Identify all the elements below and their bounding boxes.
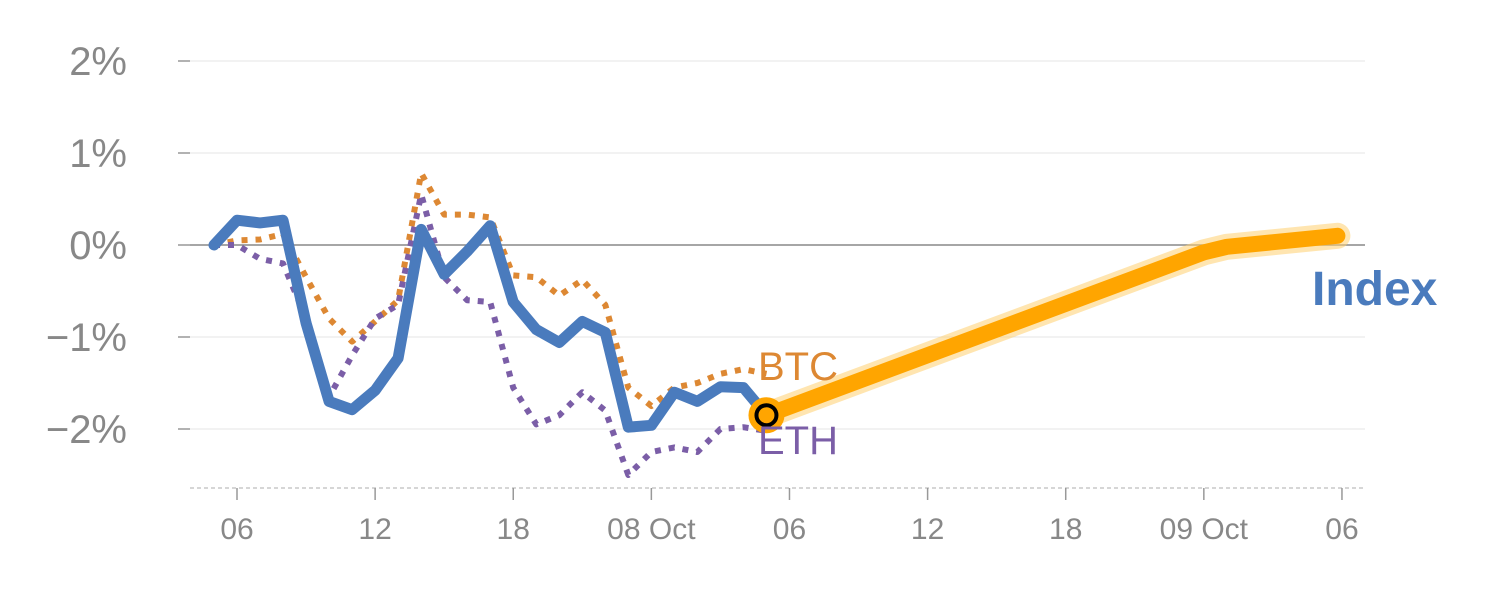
y-axis: 2% 1% 0% −1% −2% — [46, 40, 127, 452]
y-tick-label: 2% — [69, 40, 127, 84]
index-line — [208, 214, 772, 433]
current-value-marker — [748, 397, 785, 434]
eth-line — [214, 191, 767, 478]
x-axis: 06 12 18 08 Oct 06 12 18 09 Oct 06 — [190, 487, 1365, 546]
x-tick-label: 08 Oct — [607, 513, 696, 546]
projection-band — [758, 227, 1346, 424]
series-labels: BTC ETH Index — [758, 263, 1438, 463]
eth-label: ETH — [758, 419, 838, 463]
y-tick-label: −1% — [46, 316, 127, 360]
x-tick-label: 06 — [773, 513, 806, 546]
btc-label: BTC — [758, 345, 838, 389]
x-tick-label: 18 — [497, 513, 530, 546]
x-tick-label: 06 — [220, 513, 253, 546]
x-tick-label: 09 Oct — [1160, 513, 1249, 546]
y-tick-label: 1% — [69, 132, 127, 176]
x-tick-label: 06 — [1325, 513, 1358, 546]
series-layer — [208, 170, 1351, 478]
x-tick-label: 12 — [911, 513, 944, 546]
x-tick-label: 18 — [1049, 513, 1082, 546]
y-tick-label: 0% — [69, 224, 127, 268]
current-value-marker-ring — [754, 403, 779, 428]
x-tick-label: 12 — [358, 513, 391, 546]
y-tick-label: −2% — [46, 408, 127, 452]
grid — [178, 60, 1365, 430]
index-label: Index — [1312, 263, 1438, 316]
